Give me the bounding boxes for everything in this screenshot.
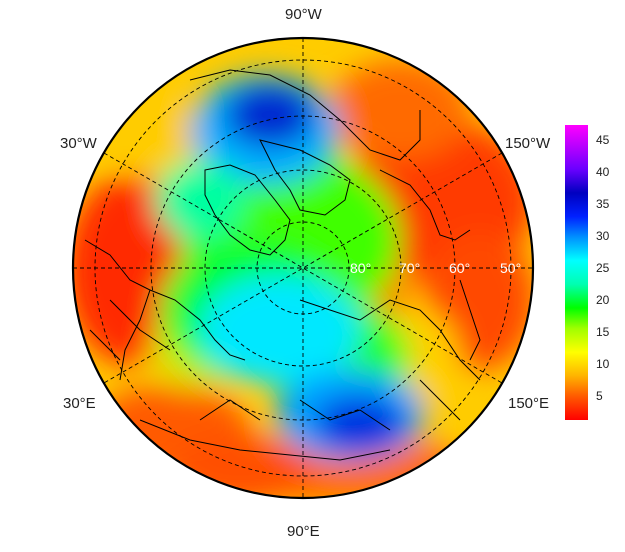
lon-label-bottom: 90°E bbox=[287, 523, 320, 540]
lon-label-lower-right: 150°E bbox=[508, 395, 550, 412]
lon-label-upper-left: 30°W bbox=[60, 135, 97, 152]
lat-circle-70 bbox=[204, 169, 402, 367]
colorbar-tick-40: 40 bbox=[596, 165, 610, 179]
border-lines bbox=[89, 299, 461, 431]
data-field bbox=[73, 38, 533, 498]
colorbar-tick-30: 30 bbox=[596, 229, 610, 243]
latitude-labels: 80° 70° 60° 50° bbox=[350, 260, 521, 276]
lat-label-80: 80° bbox=[350, 260, 371, 276]
graticule bbox=[73, 38, 533, 498]
colorbar-tick-35: 35 bbox=[596, 197, 610, 211]
coastline-north-america bbox=[189, 69, 421, 161]
coastline-alaska bbox=[379, 169, 471, 241]
lat-label-50: 50° bbox=[500, 260, 521, 276]
coastline-scandinavia bbox=[149, 289, 246, 361]
colorbar-tick-10: 10 bbox=[596, 357, 610, 371]
map-boundary bbox=[71, 36, 535, 500]
colorbar-tick-5: 5 bbox=[596, 389, 603, 403]
coastline-canadian-arctic bbox=[259, 139, 351, 216]
coastline-siberia bbox=[299, 299, 481, 381]
lon-label-upper-right: 150°W bbox=[505, 135, 551, 152]
colorbar-tick-20: 20 bbox=[596, 293, 610, 307]
colorbar bbox=[565, 125, 588, 420]
lon-label-top: 90°W bbox=[285, 6, 322, 23]
colorbar-tick-25: 25 bbox=[596, 261, 610, 275]
coastlines bbox=[84, 69, 481, 461]
lat-label-60: 60° bbox=[449, 260, 470, 276]
lon-label-lower-left: 30°E bbox=[63, 395, 96, 412]
coastline-greenland bbox=[204, 164, 291, 256]
colorbar-tick-45: 45 bbox=[596, 133, 610, 147]
coastline-kamchatka bbox=[459, 279, 481, 361]
lat-label-70: 70° bbox=[399, 260, 420, 276]
colorbar-tick-15: 15 bbox=[596, 325, 610, 339]
coastline-europe bbox=[84, 239, 151, 381]
